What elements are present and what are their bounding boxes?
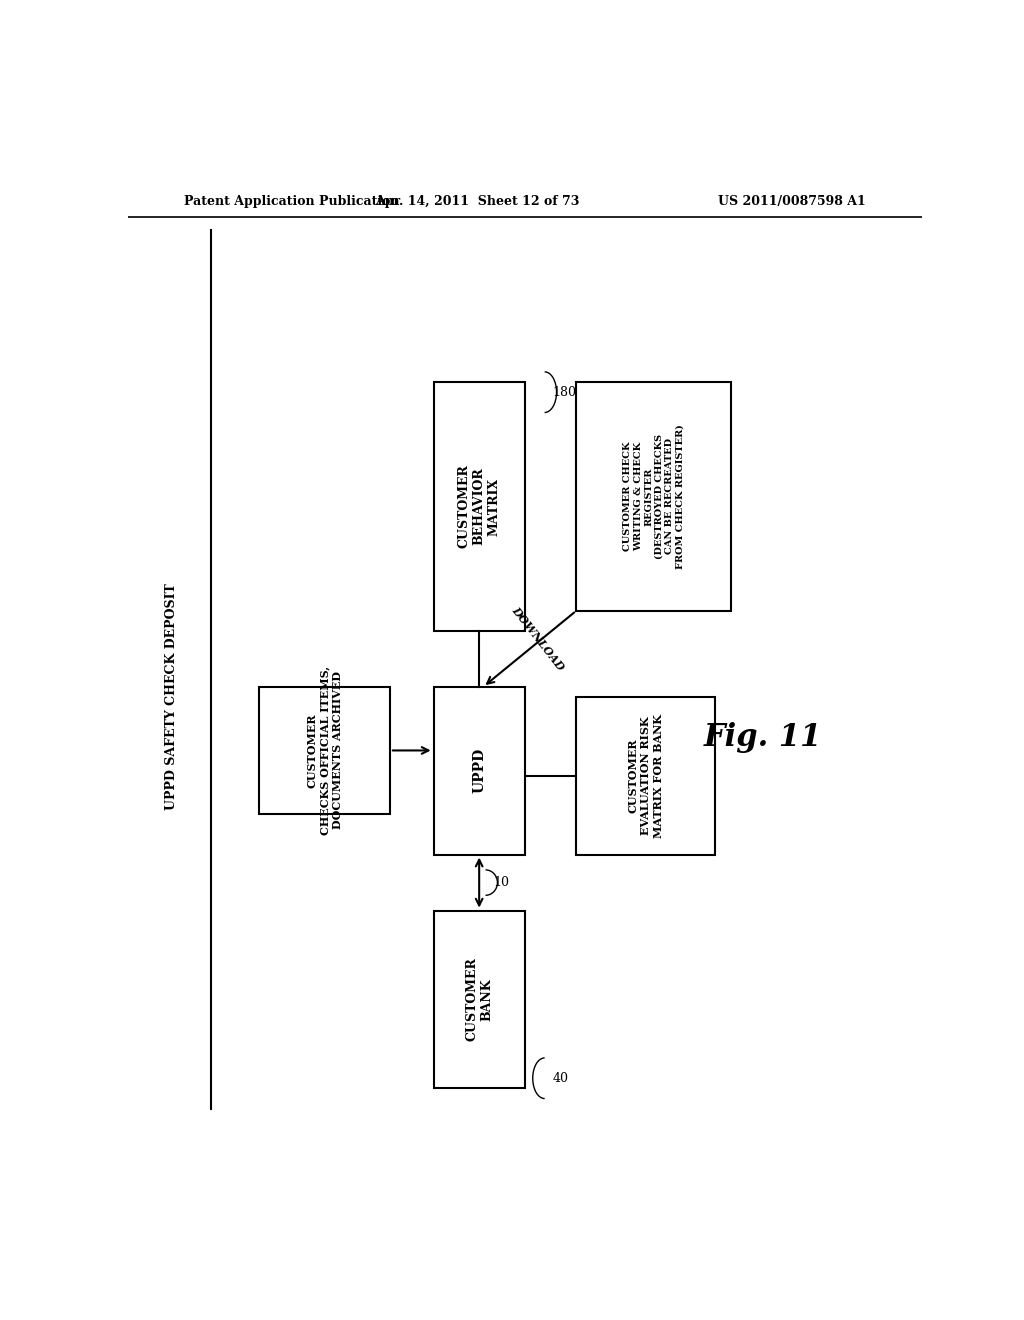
Text: 180: 180	[553, 385, 577, 399]
Text: CUSTOMER
EVALUATION RISK
MATRIX FOR BANK: CUSTOMER EVALUATION RISK MATRIX FOR BANK	[628, 714, 665, 838]
Bar	[433, 911, 524, 1089]
Text: 40: 40	[553, 1072, 568, 1085]
Text: CUSTOMER CHECK
WRITING & CHECK
REGISTER
(DESTROYED CHECKS
CAN BE RECREATED
FROM : CUSTOMER CHECK WRITING & CHECK REGISTER …	[624, 424, 684, 569]
Text: DOWNLOAD: DOWNLOAD	[509, 605, 566, 673]
Text: Apr. 14, 2011  Sheet 12 of 73: Apr. 14, 2011 Sheet 12 of 73	[375, 194, 580, 207]
Text: Fig. 11: Fig. 11	[703, 722, 822, 754]
Text: UPPD SAFETY CHECK DEPOSIT: UPPD SAFETY CHECK DEPOSIT	[165, 583, 178, 810]
Text: Patent Application Publication: Patent Application Publication	[183, 194, 399, 207]
Text: 10: 10	[494, 876, 510, 890]
Text: CUSTOMER
BEHAVIOR
MATRIX: CUSTOMER BEHAVIOR MATRIX	[458, 465, 501, 548]
Text: US 2011/0087598 A1: US 2011/0087598 A1	[718, 194, 866, 207]
Bar	[433, 686, 524, 854]
Text: CUSTOMER
CHECKS OFFICIAL ITEMS,
DOCUMENTS ARCHIVED: CUSTOMER CHECKS OFFICIAL ITEMS, DOCUMENT…	[306, 665, 343, 836]
Bar	[577, 697, 716, 854]
Text: UPPD: UPPD	[472, 748, 486, 793]
Bar	[259, 686, 390, 814]
Bar	[433, 381, 524, 631]
Bar	[577, 381, 731, 611]
Text: CUSTOMER
BANK: CUSTOMER BANK	[465, 957, 494, 1041]
